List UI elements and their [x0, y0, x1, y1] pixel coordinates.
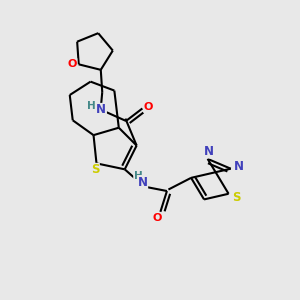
Text: N: N — [234, 160, 244, 173]
Text: O: O — [153, 213, 162, 224]
Text: N: N — [204, 145, 214, 158]
Text: N: N — [96, 103, 106, 116]
Text: H: H — [134, 171, 142, 181]
Text: N: N — [138, 176, 148, 189]
Text: S: S — [232, 191, 240, 204]
Text: S: S — [91, 164, 99, 176]
Text: O: O — [144, 102, 153, 112]
Text: H: H — [87, 101, 96, 111]
Text: O: O — [68, 59, 77, 69]
